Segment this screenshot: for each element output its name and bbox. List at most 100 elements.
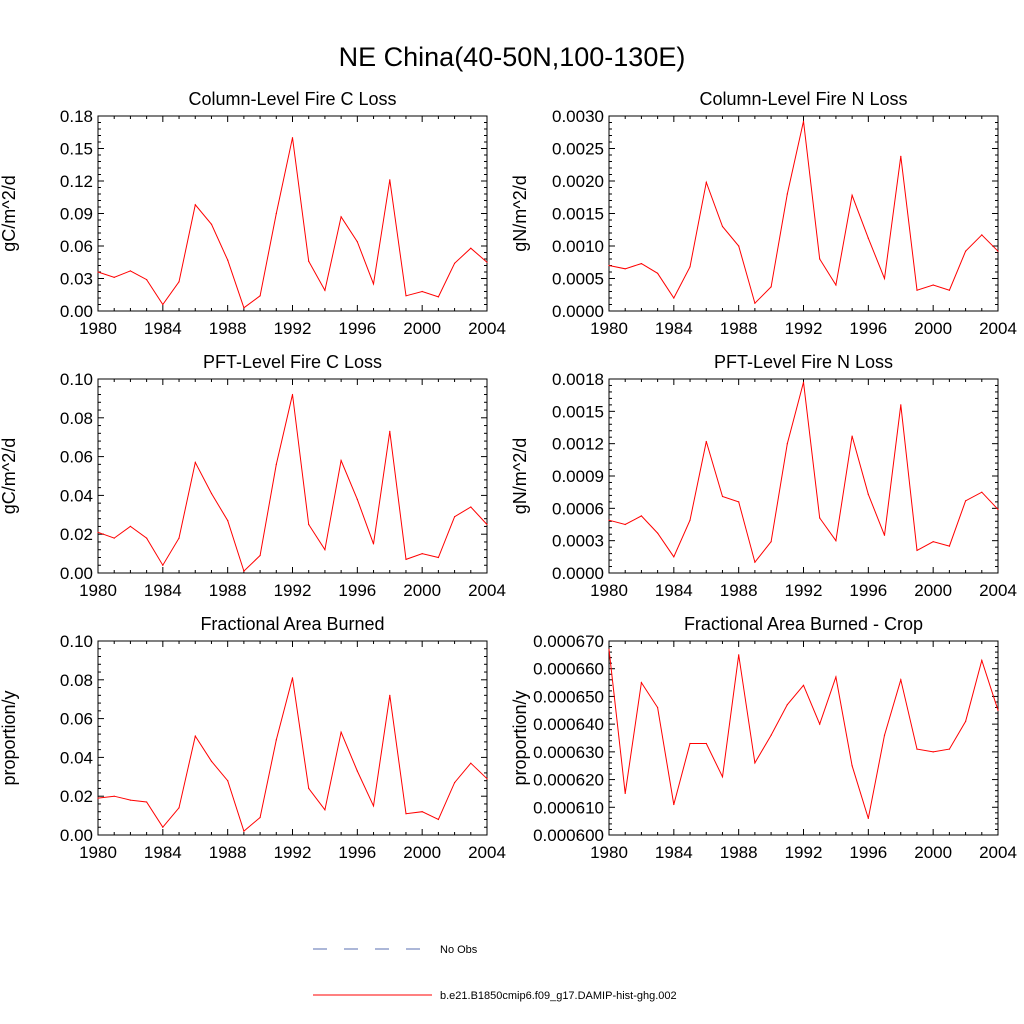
x-tick-label: 1992 <box>274 581 312 600</box>
x-tick-label: 1988 <box>209 319 247 338</box>
panel-column-level-fire-c-loss: Column-Level Fire C Loss 1980 1984 1988 1992… <box>0 89 506 338</box>
x-tick-label: 1980 <box>79 319 117 338</box>
data-point <box>324 809 326 811</box>
data-point <box>454 516 456 518</box>
data-point <box>275 212 277 215</box>
figure-title: NE China(40-50N,100-130E) <box>339 42 686 72</box>
legend-model-label: b.e21.B1850cmip6.f09_g17.DAMIP-hist-ghg.… <box>440 990 677 1002</box>
data-point <box>243 830 245 832</box>
data-point <box>997 250 999 252</box>
data-point <box>738 245 740 247</box>
plot-frame <box>97 640 488 836</box>
x-tick-label: 1992 <box>274 319 312 338</box>
x-tick-label: 1996 <box>338 581 376 600</box>
plot-frame <box>97 378 488 574</box>
data-point <box>802 684 805 686</box>
x-tick-label: 1992 <box>785 581 823 600</box>
x-tick-label: 1996 <box>849 843 887 862</box>
x-tick-label: 2000 <box>403 319 441 338</box>
panel-fractional-area-burned: Fractional Area Burned 1980 1984 1988 1992 19… <box>0 614 506 862</box>
data-point <box>486 523 488 526</box>
data-point <box>308 523 310 526</box>
data-point <box>770 541 772 543</box>
data-point <box>162 303 164 306</box>
y-tick-label: 0.000650 <box>533 687 604 706</box>
y-tick-label: 0.00 <box>60 564 93 583</box>
data-point <box>243 570 245 572</box>
data-point <box>356 770 358 772</box>
series-line <box>608 382 999 564</box>
y-tick-label: 0.0012 <box>552 435 604 454</box>
data-point <box>113 537 115 539</box>
data-point <box>454 262 456 264</box>
y-axis-label: proportion/y <box>510 690 530 785</box>
data-point <box>786 443 788 445</box>
data-point <box>916 549 918 552</box>
data-point <box>291 393 294 396</box>
data-point <box>405 813 407 815</box>
data-point <box>932 751 934 753</box>
panel-pft-level-fire-n-loss: PFT-Level Fire N Loss 1980 1984 1988 1992 199… <box>510 352 1017 600</box>
y-tick-label: 0.0018 <box>552 370 604 389</box>
x-tick-label: 1980 <box>590 319 628 338</box>
data-point <box>981 491 983 493</box>
data-point <box>835 540 837 542</box>
data-point <box>227 259 229 261</box>
data-point <box>97 797 99 799</box>
y-tick-label: 0.06 <box>60 448 93 467</box>
series-line <box>608 121 999 305</box>
data-point <box>721 776 724 778</box>
y-axis-label: gC/m^2/d <box>0 438 19 514</box>
x-tick-label: 2000 <box>914 843 952 862</box>
x-tick-label: 2004 <box>979 581 1017 600</box>
y-tick-label: 0.0000 <box>552 302 604 321</box>
data-point <box>705 181 707 183</box>
data-point <box>259 295 261 297</box>
y-tick-label: 0.09 <box>60 205 93 224</box>
y-tick-label: 0.00 <box>60 826 93 845</box>
x-tick-label: 2000 <box>403 843 441 862</box>
y-tick-label: 0.04 <box>60 748 93 767</box>
data-point <box>689 742 691 745</box>
x-tick-label: 1988 <box>720 319 758 338</box>
data-point <box>657 532 659 534</box>
x-tick-label: 1996 <box>849 319 887 338</box>
y-tick-label: 0.10 <box>60 632 93 651</box>
data-point <box>883 534 886 536</box>
data-point <box>437 296 439 298</box>
y-tick-label: 0.18 <box>60 107 93 126</box>
y-tick-label: 0.0015 <box>552 205 604 224</box>
data-point <box>389 430 391 432</box>
data-point <box>113 795 115 797</box>
y-tick-label: 0.0010 <box>552 237 604 256</box>
panels: Column-Level Fire C Loss 1980 1984 1988 1992… <box>0 89 1017 862</box>
data-point <box>900 155 902 157</box>
data-point <box>308 787 310 790</box>
data-point <box>965 720 967 723</box>
data-point <box>291 677 294 679</box>
data-point <box>162 564 164 566</box>
y-tick-label: 0.0000 <box>552 564 604 583</box>
data-point <box>802 381 805 383</box>
data-point <box>421 290 423 293</box>
y-tick-label: 0.000610 <box>533 798 604 817</box>
data-point <box>372 283 375 285</box>
data-point <box>786 193 788 195</box>
data-point <box>275 739 277 741</box>
data-point <box>259 816 261 819</box>
data-point <box>883 734 886 736</box>
data-point <box>835 676 837 678</box>
y-tick-label: 0.000620 <box>533 771 604 790</box>
data-point <box>470 762 472 764</box>
data-point <box>738 654 740 656</box>
y-tick-label: 0.0003 <box>552 532 604 551</box>
data-point <box>324 289 326 291</box>
x-tick-label: 1984 <box>655 843 693 862</box>
x-tick-label: 2000 <box>914 319 952 338</box>
x-tick-label: 1988 <box>720 581 758 600</box>
y-axis-label: gN/m^2/d <box>510 175 530 251</box>
x-tick-label: 2004 <box>468 843 506 862</box>
plot-frame <box>608 640 999 836</box>
x-tick-label: 2004 <box>468 581 506 600</box>
